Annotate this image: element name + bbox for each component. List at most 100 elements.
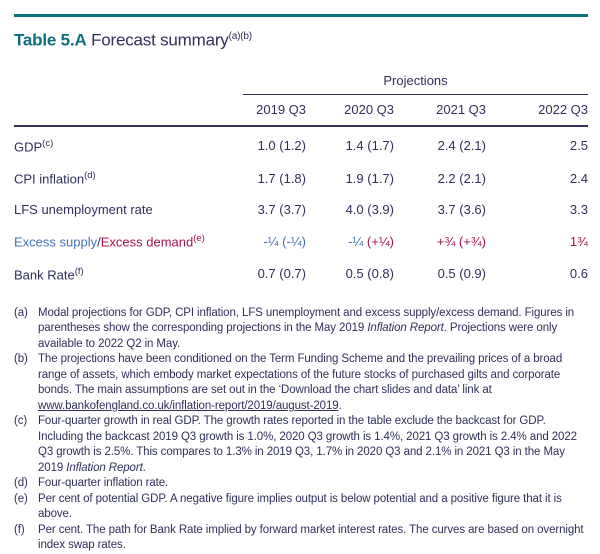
footnote-text: Per cent. The path for Bank Rate implied… (38, 524, 584, 552)
table-row-gdp: GDP(c) 1.0 (1.2) 1.4 (1.7) 2.4 (2.1) 2.5 (14, 126, 588, 162)
cell-cpi-inflation-2020-q3: 1.9 (1.7) (306, 162, 394, 194)
text-segment: 2.5 (569, 138, 588, 154)
text-segment: Per cent of potential GDP. A negative fi… (38, 492, 562, 521)
text-segment: 0.5 (0.8) (345, 266, 394, 282)
table-row-excess-supply-excess-demand: Excess supply/Excess demand(e) -¼ (-¼) -¼ … (14, 225, 588, 257)
footnote-marker: (e) (14, 492, 28, 505)
inflation-report-link[interactable]: www.bankofengland.co.uk/inflation-report… (38, 399, 339, 412)
footnote-marker: (d) (14, 477, 28, 490)
text-segment: 0.7 (0.7) (257, 266, 306, 282)
text-segment: Inflation Report (66, 461, 143, 474)
text-segment: CPI inflation (14, 171, 85, 187)
cell-bank-rate-2019-q3: 0.7 (0.7) (243, 258, 306, 290)
footnote-b: (b) The projections have been conditioned… (14, 352, 588, 414)
row-footnote-marker: (e) (193, 233, 205, 245)
text-segment: +¾ (+¾) (436, 233, 486, 249)
col-header-2021-q3: 2021 Q3 (394, 94, 486, 127)
text-segment: 1.4 (1.7) (345, 138, 394, 154)
footnote-text: Four-quarter growth in real GDP. The gro… (38, 415, 577, 474)
page-title: Table 5.A Forecast summary(a)(b) (14, 27, 588, 51)
text-segment: Excess demand (100, 234, 194, 250)
text-segment: The projections have been conditioned on… (38, 353, 563, 397)
row-footnote-marker: (d) (84, 169, 96, 181)
cell-bank-rate-2021-q3: 0.5 (0.9) (394, 258, 486, 290)
cell-lfs-unemployment-rate-2021-q3: 3.7 (3.6) (394, 194, 486, 225)
footnote-text: The projections have been conditioned on… (38, 353, 562, 412)
row-label-bank-rate: Bank Rate(f) (14, 258, 243, 290)
row-footnote-marker: (c) (42, 137, 54, 149)
row-footnote-marker: (f) (74, 265, 84, 277)
table-row-cpi-inflation: CPI inflation(d) 1.7 (1.8) 1.9 (1.7) 2.2 (2… (14, 162, 588, 194)
text-segment: 4.0 (3.9) (345, 202, 394, 218)
footnote-marker: (c) (14, 415, 28, 428)
text-segment: . (338, 399, 342, 412)
cell-cpi-inflation-2019-q3: 1.7 (1.8) (243, 162, 306, 194)
footnotes: (a) Modal projections for GDP, CPI inflat… (14, 306, 588, 554)
cell-cpi-inflation-2022-q3: 2.4 (486, 162, 588, 194)
cell-gdp-2020-q3: 1.4 (1.7) (306, 126, 394, 162)
cell-gdp-2019-q3: 1.0 (1.2) (243, 126, 306, 162)
footnote-marker: (f) (14, 523, 25, 536)
text-segment: Four-quarter growth in real GDP. The gro… (38, 415, 577, 474)
footnote-e: (e) Per cent of potential GDP. A negative… (14, 492, 588, 523)
text-segment: 2.4 (569, 170, 588, 186)
text-segment: LFS unemployment rate (14, 202, 153, 218)
table-row-lfs-unemployment-rate: LFS unemployment rate 3.7 (3.7) 4.0 (3.9) 3… (14, 194, 588, 225)
row-label-cpi-inflation: CPI inflation(d) (14, 162, 243, 194)
col-header-2020-q3: 2020 Q3 (306, 94, 394, 127)
col-header-2022-q3: 2022 Q3 (486, 94, 588, 127)
row-label-excess-supply-excess-demand: Excess supply/Excess demand(e) (14, 225, 243, 257)
cell-bank-rate-2022-q3: 0.6 (486, 258, 588, 290)
row-label-gdp: GDP(c) (14, 126, 243, 162)
footnote-text: Per cent of potential GDP. A negative fi… (38, 493, 562, 521)
text-segment: Per cent. The path for Bank Rate implied… (38, 523, 584, 552)
text-segment: 2.2 (2.1) (437, 170, 486, 186)
cell-excess-supply-excess-demand-2020-q3: -¼ (+¼) (306, 225, 394, 257)
text-segment: Inflation Report (367, 322, 444, 335)
footnote-c: (c) Four-quarter growth in real GDP. The … (14, 414, 588, 476)
text-segment: . Projections were only available to 202… (38, 322, 558, 350)
footnote-a: (a) Modal projections for GDP, CPI inflat… (14, 306, 588, 353)
text-segment: 1.9 (1.7) (345, 170, 394, 186)
table-number: Table 5.A (14, 30, 87, 50)
footnote-text: Modal projections for GDP, CPI inflation… (38, 307, 574, 350)
cell-gdp-2022-q3: 2.5 (486, 126, 588, 162)
text-segment: 1¾ (569, 233, 588, 249)
text-segment: -¼ (-¼) (263, 233, 306, 249)
text-segment: (+¼) (366, 233, 394, 249)
row-label-lfs-unemployment-rate: LFS unemployment rate (14, 194, 243, 225)
text-segment: 3.7 (3.6) (437, 202, 486, 218)
title-footnote-markers: (a)(b) (228, 31, 252, 42)
text-segment: 1.0 (1.2) (257, 138, 306, 154)
text-segment: Bank Rate (14, 266, 75, 282)
cell-gdp-2021-q3: 2.4 (2.1) (394, 126, 486, 162)
projections-header-row: Projections (14, 66, 588, 95)
text-segment: GDP (14, 138, 43, 154)
text-segment: 3.7 (3.7) (257, 202, 306, 218)
cell-excess-supply-excess-demand-2021-q3: +¾ (+¾) (394, 225, 486, 257)
column-header-row: 2019 Q3 2020 Q3 2021 Q3 2022 Q3 (14, 94, 588, 127)
projections-header: Projections (243, 66, 588, 95)
table-row-bank-rate: Bank Rate(f) 0.7 (0.7) 0.5 (0.8) 0.5 (0.9) 0… (14, 258, 588, 290)
text-segment: 2.4 (2.1) (437, 138, 486, 154)
cell-excess-supply-excess-demand-2019-q3: -¼ (-¼) (243, 225, 306, 257)
footnote-marker: (b) (14, 353, 28, 366)
table-title: Forecast summary (91, 30, 229, 50)
cell-cpi-inflation-2021-q3: 2.2 (2.1) (394, 162, 486, 194)
text-segment: -¼ (348, 233, 367, 249)
text-segment: Modal projections for GDP, CPI inflation… (38, 306, 575, 335)
footnote-d: (d) Four-quarter inflation rate. (14, 476, 588, 492)
cell-lfs-unemployment-rate-2019-q3: 3.7 (3.7) (243, 194, 306, 225)
text-segment: 0.6 (569, 266, 588, 282)
footnote-f: (f) Per cent. The path for Bank Rate impl… (14, 523, 588, 554)
text-segment: / (97, 234, 101, 250)
footnote-text: Four-quarter inflation rate. (38, 477, 168, 489)
forecast-table: Projections 2019 Q3 2020 Q3 2021 Q3 2022… (14, 66, 588, 290)
cell-excess-supply-excess-demand-2022-q3: 1¾ (486, 225, 588, 257)
col-header-2019-q3: 2019 Q3 (243, 94, 306, 127)
top-rule (14, 14, 588, 17)
text-segment: 3.3 (569, 202, 588, 218)
footnote-marker: (a) (14, 306, 28, 319)
text-segment: Excess supply (14, 234, 98, 250)
